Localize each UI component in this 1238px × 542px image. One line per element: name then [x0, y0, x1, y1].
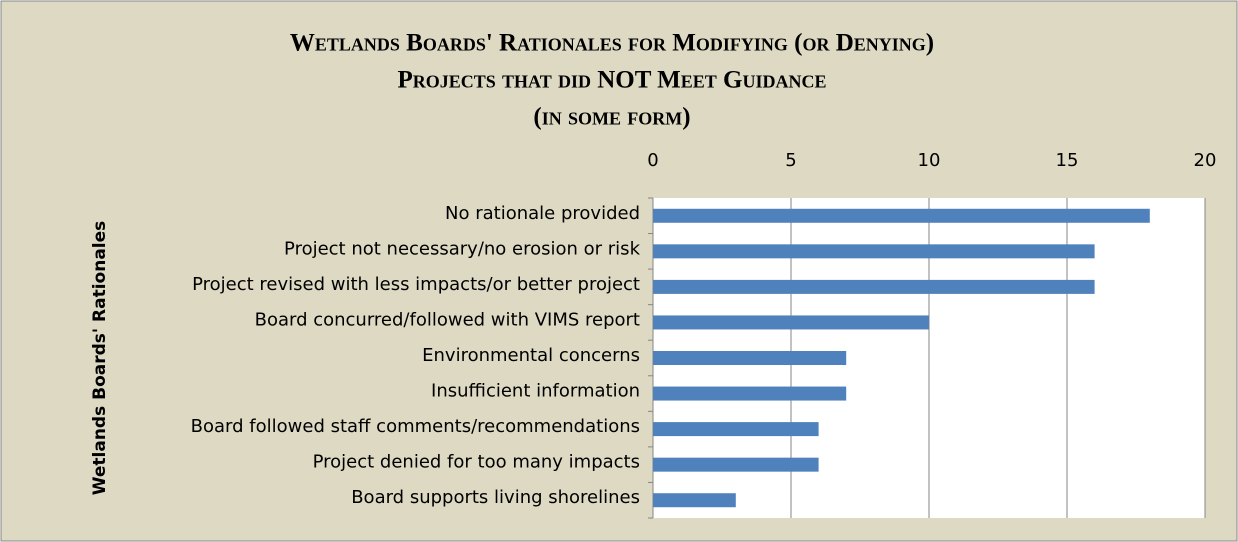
bar: [653, 422, 819, 437]
bar: [653, 315, 929, 330]
y-tick-label: Board concurred/followed with VIMS repor…: [255, 309, 640, 330]
y-tick-label: Project not necessary/no erosion or risk: [284, 238, 641, 259]
bar: [653, 493, 736, 508]
chart-title: (in some form): [533, 104, 690, 131]
bar: [653, 457, 819, 472]
x-tick-label: 10: [918, 150, 941, 171]
x-tick-label: 20: [1194, 150, 1217, 171]
y-tick-label: Board supports living shorelines: [351, 487, 640, 508]
chart-title: Wetlands Boards' Rationales for Modifyin…: [290, 30, 934, 57]
y-tick-label: Board followed staff comments/recommenda…: [191, 416, 640, 437]
y-tick-label: Environmental concerns: [422, 345, 640, 366]
bar: [653, 208, 1150, 223]
y-tick-label: No rationale provided: [445, 203, 640, 224]
bar: [653, 386, 847, 401]
y-tick-label: Insufficient information: [431, 381, 640, 402]
x-tick-label: 5: [785, 150, 796, 171]
bar: [653, 351, 847, 365]
y-axis-label: Wetlands Boards' Rationales: [90, 221, 110, 496]
chart-title: Projects that did NOT Meet Guidance: [397, 67, 826, 94]
bar: [653, 244, 1095, 259]
y-tick-label: Project denied for too many impacts: [313, 452, 640, 473]
bar: [653, 279, 1095, 294]
x-tick-label: 15: [1056, 150, 1079, 171]
x-tick-label: 0: [647, 150, 658, 171]
y-tick-label: Project revised with less impacts/or bet…: [192, 274, 640, 295]
